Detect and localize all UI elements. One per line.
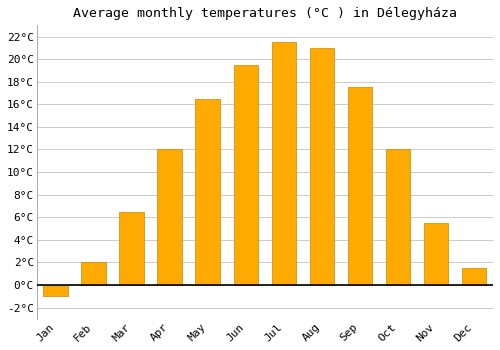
Bar	[234, 65, 258, 285]
Bar	[44, 285, 68, 296]
Bar	[120, 212, 144, 285]
Bar	[310, 48, 334, 285]
Bar	[386, 149, 410, 285]
Bar	[462, 268, 486, 285]
Title: Average monthly temperatures (°C ) in Délegyháza: Average monthly temperatures (°C ) in Dé…	[73, 7, 457, 20]
Bar	[348, 88, 372, 285]
Bar	[158, 149, 182, 285]
Bar	[82, 262, 106, 285]
Bar	[196, 99, 220, 285]
Bar	[272, 42, 296, 285]
Bar	[424, 223, 448, 285]
